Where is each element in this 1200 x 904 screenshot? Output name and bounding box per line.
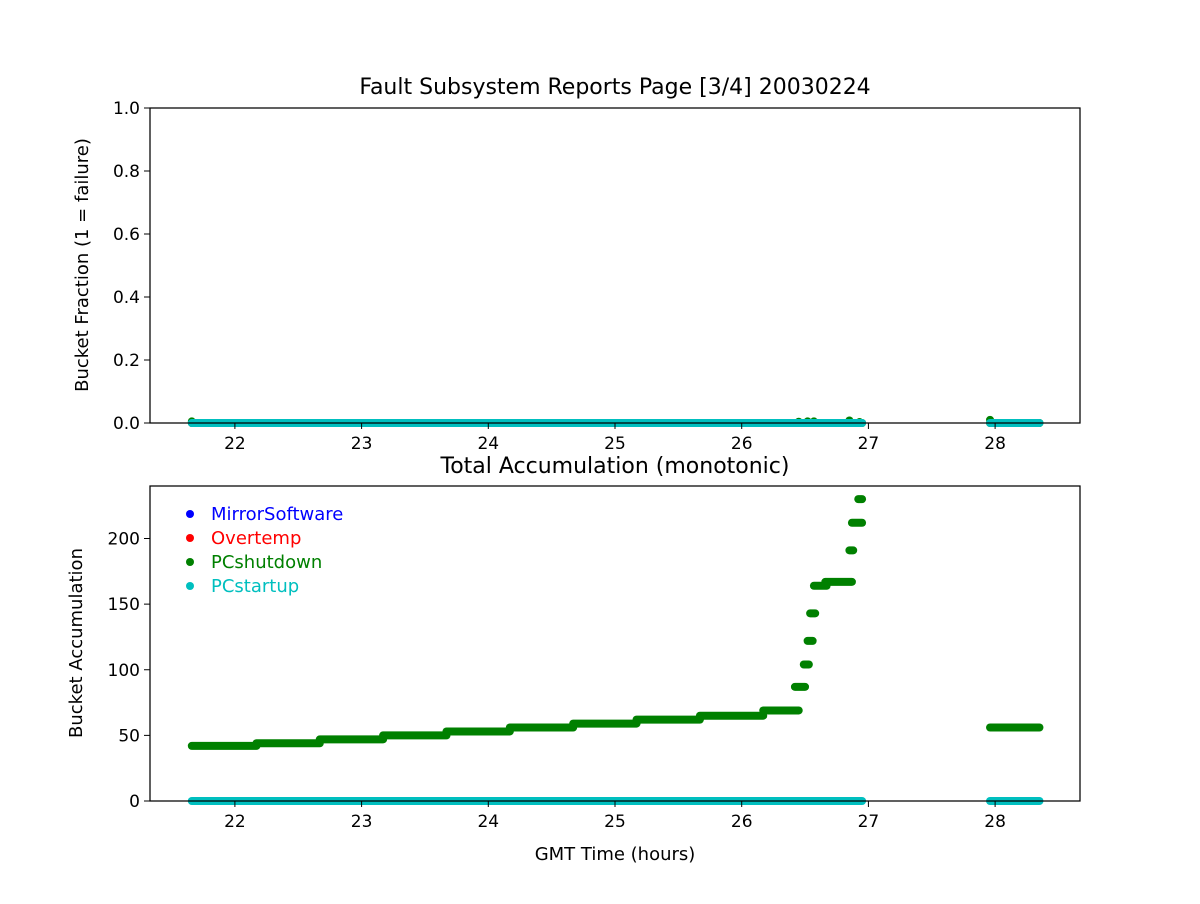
legend-label-pcstartup: PCstartup bbox=[211, 576, 299, 597]
fraction-y-tick-label: 0.6 bbox=[113, 225, 140, 245]
legend-marker-pcstartup bbox=[186, 582, 194, 590]
accumulation-y-tick-label: 50 bbox=[118, 726, 140, 746]
accumulation-y-tick-label: 150 bbox=[108, 595, 140, 615]
accumulation-chart-title: Total Accumulation (monotonic) bbox=[440, 454, 790, 479]
accumulation-x-tick-label: 28 bbox=[984, 812, 1006, 832]
fraction-x-tick-label: 26 bbox=[731, 434, 753, 454]
fraction-y-tick-label: 0.4 bbox=[113, 288, 140, 308]
legend-label-overtemp: Overtemp bbox=[211, 528, 301, 549]
fraction-y-tick-label: 1.0 bbox=[113, 99, 140, 119]
accumulation-x-axis-label: GMT Time (hours) bbox=[535, 844, 696, 865]
fraction-x-tick-label: 27 bbox=[858, 434, 880, 454]
accumulation-x-tick-label: 23 bbox=[351, 812, 373, 832]
accumulation-plot-frame bbox=[149, 485, 1081, 802]
accumulation-y-axis-label: Bucket Accumulation bbox=[66, 548, 87, 738]
accumulation-x-tick-label: 26 bbox=[731, 812, 753, 832]
accumulation-x-tick-label: 22 bbox=[224, 812, 246, 832]
fraction-y-tick-label: 0.2 bbox=[113, 351, 140, 371]
fraction-x-tick-label: 23 bbox=[351, 434, 373, 454]
legend: MirrorSoftware Overtemp PCshutdown PCstartu… bbox=[186, 504, 343, 597]
fraction-panel: Fault Subsystem Reports Page [3/4] 20030… bbox=[72, 75, 1081, 454]
fraction-x-tick-label: 22 bbox=[224, 434, 246, 454]
accumulation-x-tick-label: 27 bbox=[858, 812, 880, 832]
fraction-chart-title: Fault Subsystem Reports Page [3/4] 20030… bbox=[359, 75, 870, 100]
legend-marker-overtemp bbox=[186, 534, 194, 542]
legend-label-mirrorsoftware: MirrorSoftware bbox=[211, 504, 343, 525]
accumulation-x-tick-label: 24 bbox=[477, 812, 499, 832]
fraction-x-tick-label: 28 bbox=[984, 434, 1006, 454]
accumulation-panel: Total Accumulation (monotonic) Bucket Ac… bbox=[66, 454, 1081, 865]
fraction-marks bbox=[187, 415, 1044, 427]
accumulation-y-tick-label: 0 bbox=[129, 792, 140, 812]
legend-label-pcshutdown: PCshutdown bbox=[211, 552, 322, 573]
fraction-y-axis-label: Bucket Fraction (1 = failure) bbox=[72, 138, 93, 392]
fraction-axes: 22 23 24 25 26 27 28 0.0 0.2 0.4 0.6 0.8 1.0 bbox=[113, 99, 1006, 454]
accumulation-y-tick-label: 100 bbox=[108, 661, 140, 681]
accumulation-x-tick-label: 25 bbox=[604, 812, 626, 832]
fraction-x-tick-label: 24 bbox=[477, 434, 499, 454]
fraction-plot-frame bbox=[149, 107, 1081, 424]
accumulation-y-tick-label: 200 bbox=[108, 530, 140, 550]
legend-marker-pcshutdown bbox=[186, 558, 194, 566]
accumulation-marks bbox=[187, 495, 1044, 805]
legend-marker-mirrorsoftware bbox=[186, 510, 194, 518]
fraction-y-tick-label: 0.8 bbox=[113, 162, 140, 182]
fraction-y-tick-label: 0.0 bbox=[113, 414, 140, 434]
fraction-x-tick-label: 25 bbox=[604, 434, 626, 454]
accumulation-axes: 22 23 24 25 26 27 28 0 50 100 150 200 bbox=[108, 530, 1006, 833]
